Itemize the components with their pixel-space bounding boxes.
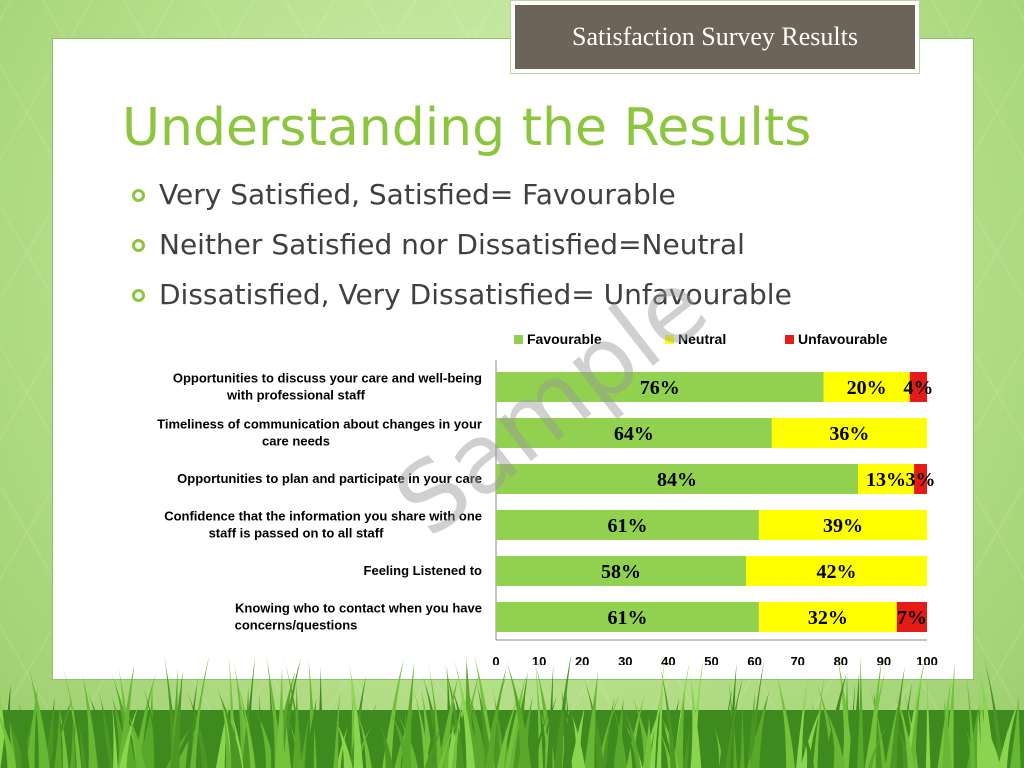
data-label: 3% (906, 469, 936, 491)
legend-label: Favourable (527, 331, 602, 347)
data-label: 76% (640, 377, 680, 399)
legend-swatch-unfavourable (785, 335, 794, 344)
bar-favourable (496, 372, 824, 402)
data-label: 7% (897, 607, 927, 629)
legend-swatch-neutral (665, 335, 674, 344)
data-label: 61% (607, 515, 647, 537)
header-badge: Satisfaction Survey Results (510, 0, 920, 74)
bar-unfavourable (909, 372, 927, 402)
bar-favourable (496, 602, 759, 632)
bar-favourable (496, 510, 759, 540)
bullet-text: Dissatisfied, Very Dissatisfied= Unfavou… (159, 278, 792, 311)
legend-swatch-favourable (514, 335, 523, 344)
bullet-item: Neither Satisfied nor Dissatisfied=Neutr… (132, 220, 792, 270)
grass-decoration (0, 655, 1024, 768)
bar-favourable (496, 418, 772, 448)
bullet-circle-icon (132, 188, 145, 202)
data-label: 64% (614, 423, 654, 445)
x-tick-label: 100 (916, 654, 938, 665)
x-tick-label: 70 (790, 654, 804, 665)
x-tick-label: 10 (532, 654, 546, 665)
category-label: Knowing who to contact when you have (235, 601, 482, 616)
data-label: 36% (829, 423, 869, 445)
x-tick-label: 80 (834, 654, 848, 665)
data-label: 42% (816, 561, 856, 583)
data-label: 58% (601, 561, 641, 583)
bar-favourable (496, 464, 859, 494)
stacked-bar-chart: Favourable Neutral Unfavourable 76% 20% 4% Opp… (157, 331, 938, 665)
category-label: staff is passed on to all staff (209, 526, 384, 541)
data-label: 32% (808, 607, 848, 629)
x-tick-label: 20 (575, 654, 589, 665)
category-label: Opportunities to plan and participate in… (177, 471, 482, 486)
bar-neutral (823, 372, 910, 402)
data-label: 13% (866, 469, 906, 491)
x-tick-label: 0 (492, 654, 499, 665)
data-label: 39% (823, 515, 863, 537)
category-label: Opportunities to discuss your care and w… (173, 371, 482, 386)
bar-neutral (758, 510, 927, 540)
data-label: 61% (607, 607, 647, 629)
legend-label: Unfavourable (798, 331, 888, 347)
category-label: concerns/questions (235, 618, 358, 633)
bullet-circle-icon (132, 288, 145, 302)
category-label: care needs (262, 434, 330, 449)
bullet-item: Very Satisfied, Satisfied= Favourable (132, 170, 792, 220)
bullet-circle-icon (132, 238, 145, 252)
category-label: with professional staff (226, 388, 366, 403)
data-label: 20% (847, 377, 887, 399)
category-label: Timeliness of communication about change… (157, 417, 482, 432)
bar-unfavourable (914, 464, 927, 494)
bullet-item: Dissatisfied, Very Dissatisfied= Unfavou… (132, 270, 792, 320)
slide-title: Understanding the Results (122, 98, 812, 158)
header-badge-label: Satisfaction Survey Results (515, 5, 915, 69)
x-tick-label: 90 (877, 654, 891, 665)
bar-neutral (745, 556, 927, 586)
bullet-list: Very Satisfied, Satisfied= Favourable Ne… (132, 170, 792, 320)
bullet-text: Neither Satisfied nor Dissatisfied=Neutr… (159, 228, 745, 261)
x-tick-label: 50 (704, 654, 718, 665)
legend-label: Neutral (678, 331, 726, 347)
bar-neutral (858, 464, 915, 494)
bullet-text: Very Satisfied, Satisfied= Favourable (159, 178, 676, 211)
bar-unfavourable (896, 602, 927, 632)
bar-neutral (758, 602, 897, 632)
x-tick-label: 60 (747, 654, 761, 665)
data-label: 84% (657, 469, 697, 491)
bar-favourable (496, 556, 746, 586)
category-label: Feeling Listened to (364, 563, 483, 578)
bar-neutral (771, 418, 927, 448)
category-label: Confidence that the information you shar… (164, 509, 482, 524)
data-label: 4% (903, 377, 933, 399)
x-tick-label: 30 (618, 654, 632, 665)
x-tick-label: 40 (661, 654, 675, 665)
